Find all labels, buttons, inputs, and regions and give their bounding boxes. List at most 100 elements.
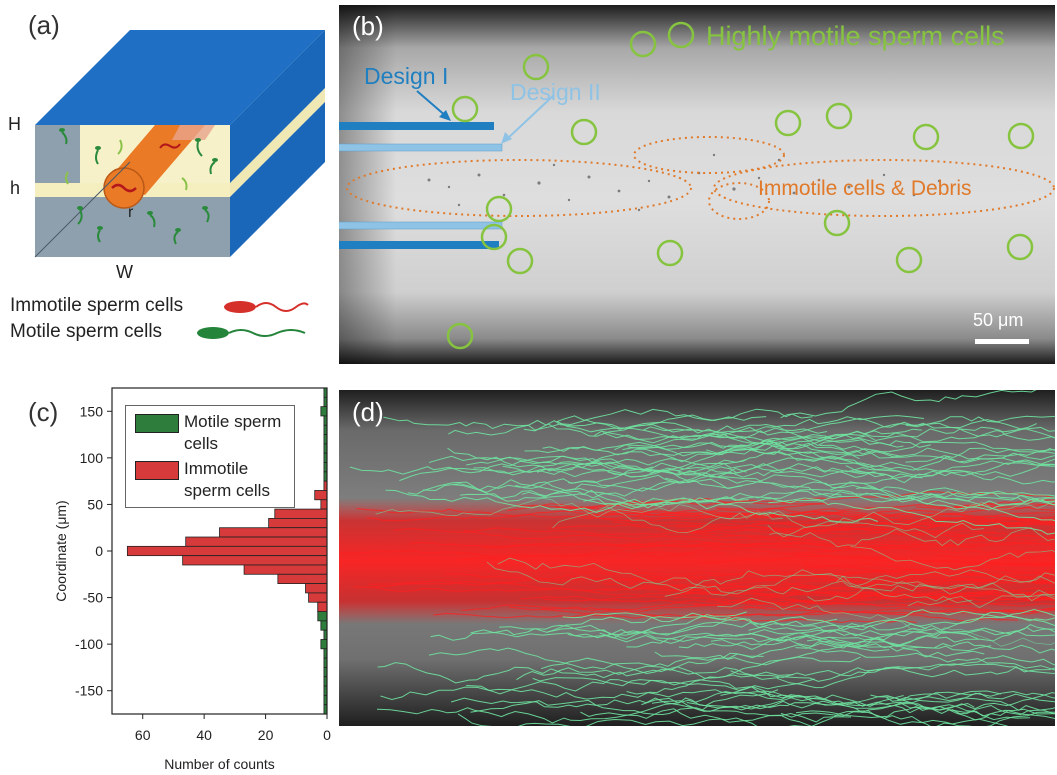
y-axis-label: Coordinate (μm) [53, 500, 69, 601]
immotile-track [657, 579, 1055, 589]
motile-track [951, 704, 1055, 716]
immotile-track [509, 606, 1055, 618]
motile-bar [317, 611, 328, 622]
motile-track [532, 677, 1055, 707]
immotile-track [693, 592, 1055, 606]
motile-track [523, 415, 924, 437]
immotile-track [541, 601, 799, 612]
immotile-bar [126, 545, 328, 557]
immotile-bar [185, 536, 328, 547]
motile-track [457, 713, 807, 726]
y-tick-label: -150 [75, 683, 103, 699]
motile-track [466, 455, 743, 489]
immotile-bar [320, 499, 328, 510]
immotile-track [461, 601, 816, 612]
motile-track [795, 624, 1055, 649]
panel-a-label: (a) [28, 10, 60, 40]
motile-tracks [349, 390, 1055, 726]
motile-track [556, 420, 860, 460]
immotile-track [750, 590, 1055, 598]
immotile-track [791, 598, 1055, 608]
motile-track [830, 489, 1055, 503]
motile-track [710, 426, 1055, 445]
motile-track [428, 441, 1055, 472]
motile-track [769, 527, 1055, 548]
motile-track [907, 589, 1055, 608]
box-top-face [35, 30, 325, 125]
motile-track [580, 708, 1009, 726]
motile-track [705, 442, 1055, 471]
immotile-track [507, 497, 829, 512]
x-tick-label: 0 [323, 727, 331, 743]
legend-immotile-text: Immotile sperm cells [10, 295, 184, 316]
immotile-track [366, 510, 789, 522]
motile-track [542, 441, 902, 457]
motile-track [622, 428, 922, 451]
immotile-debris-label: Immotile cells & Debris [758, 177, 972, 200]
motile-track [593, 416, 1055, 440]
chart-c-legend: Motile sperm cells Immotile sperm cells [125, 405, 295, 508]
immotile-track [875, 526, 1055, 540]
immotile-track [542, 598, 1055, 615]
immotile-bar [219, 527, 328, 538]
design-2-lower-bar [339, 221, 503, 230]
immotile-track [444, 570, 987, 584]
motile-track [380, 678, 796, 701]
immotile-bar [305, 583, 328, 594]
x-tick-label: 40 [196, 727, 212, 743]
motile-track [567, 608, 1055, 641]
motile-track [907, 495, 1055, 511]
immotile-track [753, 591, 1055, 600]
motile-track [807, 636, 1055, 671]
immotile-track [617, 542, 1055, 555]
motile-track [905, 447, 1055, 463]
motile-track [819, 444, 1055, 463]
x-axis-label: Number of counts [164, 756, 275, 772]
design-1-lower-bar [339, 241, 499, 249]
dim-h-label: h [10, 178, 21, 198]
motile-track [497, 557, 1055, 600]
motile-track [678, 634, 992, 652]
motile-track [562, 612, 838, 626]
scale-bar [975, 339, 1029, 344]
immotile-track [931, 596, 1055, 602]
dim-H-label: H [8, 114, 21, 134]
motile-track [850, 546, 1055, 571]
motile-track [807, 581, 1055, 602]
design-1-label: Design I [364, 63, 449, 89]
motile-track [897, 691, 1055, 703]
immotile-track [936, 572, 1055, 578]
motile-track [452, 481, 878, 523]
box-right-layer [230, 88, 325, 197]
immotile-track [793, 553, 1055, 567]
motile-track [905, 415, 1055, 429]
immotile-track [872, 578, 1055, 584]
motile-track [767, 520, 984, 539]
motile-bar [320, 406, 328, 417]
immotile-region-outlines [346, 136, 1055, 220]
motile-track [470, 697, 852, 723]
immotile-track [482, 542, 834, 553]
motile-track [748, 611, 1055, 632]
immotile-cell-icon [224, 301, 256, 313]
dim-r-label: r [128, 204, 134, 221]
y-tick-label: 50 [87, 496, 103, 512]
immotile-track [686, 528, 997, 537]
legend-immotile-label: Immotile sperm cells [184, 459, 270, 500]
motile-track [730, 666, 1055, 682]
motile-track [664, 569, 1055, 597]
immotile-track [576, 515, 1055, 527]
motile-track [856, 486, 1055, 502]
y-tick-label: 150 [80, 403, 104, 419]
motile-track [540, 657, 794, 676]
highly-motile-label: Highly motile sperm cells [706, 21, 1005, 51]
dim-W-label: W [116, 262, 133, 282]
immotile-bar [274, 508, 328, 519]
y-tick-label: -50 [83, 590, 103, 606]
motile-track [851, 470, 1055, 485]
motile-track [375, 497, 783, 520]
motile-track [627, 422, 1055, 457]
legend-motile-swatch [135, 414, 179, 433]
immotile-bar [314, 490, 328, 501]
immotile-track [932, 534, 1055, 542]
